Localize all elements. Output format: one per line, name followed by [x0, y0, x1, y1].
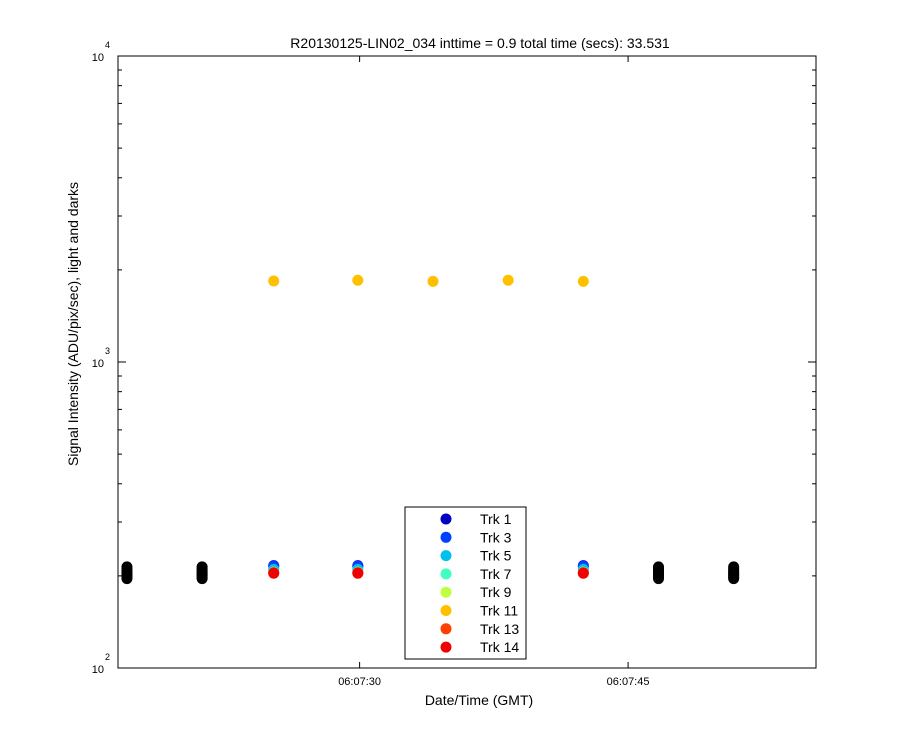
dark-point [728, 561, 740, 573]
light-points [268, 274, 589, 579]
y-minor-ticks [118, 69, 816, 577]
legend-label: Trk 14 [480, 639, 519, 655]
data-point [352, 567, 364, 579]
y-tick-label-base: 10 [92, 664, 104, 676]
data-point [268, 567, 280, 579]
y-tick-label-exponent: 3 [105, 346, 110, 356]
legend: Trk 1 Trk 3 Trk 5 Trk 7 Trk 9 Trk 11 Trk 13 Trk… [404, 506, 527, 660]
data-point [352, 274, 364, 286]
legend-label: Trk 7 [480, 566, 512, 582]
legend-marker [440, 641, 452, 653]
legend-marker [440, 586, 452, 598]
legend-marker [440, 605, 452, 616]
y-tick-label-exponent: 4 [105, 40, 110, 50]
x-axis-label: Date/Time (GMT) [425, 692, 533, 708]
data-point [427, 275, 439, 287]
legend-label: Trk 13 [480, 621, 519, 637]
legend-marker [440, 550, 452, 562]
data-point [577, 275, 589, 287]
y-axis-label: Signal Intensity (ADU/pix/sec), light an… [65, 182, 81, 466]
dark-point [196, 561, 208, 573]
y-tick-label-base: 10 [92, 52, 104, 64]
dark-points [121, 561, 740, 585]
x-ticks: 06:07:30 06:07:45 [338, 56, 649, 688]
y-tick-label-exponent: 2 [105, 652, 110, 662]
dark-point [653, 561, 665, 573]
data-point [502, 274, 514, 286]
legend-marker [440, 513, 452, 525]
legend-label: Trk 3 [480, 529, 512, 545]
data-point [577, 567, 589, 579]
dark-point [121, 561, 133, 573]
data-point [268, 275, 280, 287]
x-tick-label: 06:07:45 [607, 676, 650, 688]
legend-marker [440, 531, 452, 543]
chart-title: R20130125-LIN02_034 inttime = 0.9 total … [290, 35, 670, 51]
legend-label: Trk 1 [480, 511, 512, 527]
legend-marker [440, 623, 452, 635]
legend-label: Trk 5 [480, 548, 512, 564]
legend-box [404, 506, 527, 660]
x-tick-label: 06:07:30 [338, 676, 381, 688]
legend-marker [440, 568, 452, 580]
legend-label: Trk 11 [480, 603, 518, 619]
legend-label: Trk 9 [480, 584, 512, 600]
y-tick-label-base: 10 [92, 358, 104, 370]
